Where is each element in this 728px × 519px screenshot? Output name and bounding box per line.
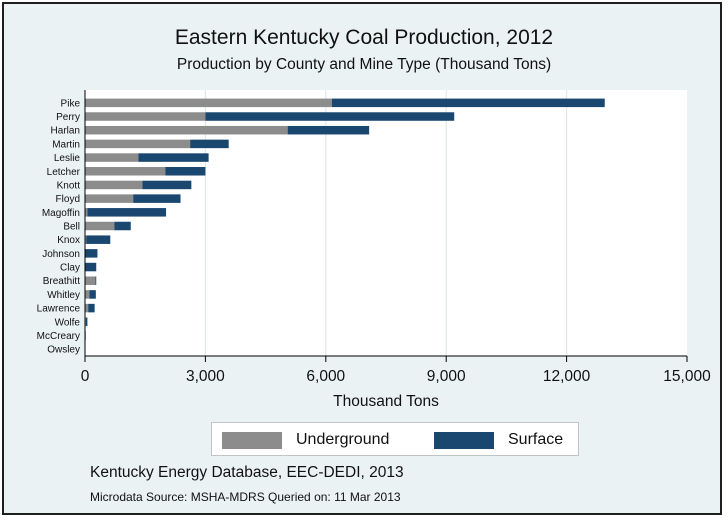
bar-bell-underground [85, 221, 115, 231]
x-tick-label: 6,000 [306, 368, 345, 385]
legend-item-surface: Surface [434, 423, 563, 457]
note-text: Microdata Source: MSHA-MDRS Queried on: … [90, 490, 401, 504]
x-tick-label: 15,000 [663, 368, 711, 385]
bar-leslie-underground [85, 153, 139, 162]
legend-item-underground: Underground [222, 423, 389, 457]
y-tick-label: Johnson [42, 249, 80, 260]
bar-knox-surface [86, 235, 111, 244]
y-tick-label: Magoffin [42, 208, 80, 219]
x-tick-label: 3,000 [186, 368, 225, 385]
y-tick-label: Wolfe [55, 317, 81, 328]
source-text: Kentucky Energy Database, EEC-DEDI, 2013 [90, 464, 404, 481]
x-axis-title: Thousand Tons [333, 393, 439, 410]
bar-martin-underground [85, 139, 191, 149]
x-tick-label: 12,000 [543, 368, 591, 385]
x-tick-label: 0 [81, 368, 90, 385]
chart-subtitle: Production by County and Mine Type (Thou… [176, 56, 552, 73]
chart-frame: Eastern Kentucky Coal Production, 2012 P… [2, 2, 722, 515]
bar-wolfe-surface [85, 317, 88, 327]
bar-floyd-surface [133, 194, 181, 203]
bar-knott-surface [142, 180, 192, 190]
bar-whitley-underground [85, 290, 90, 299]
y-tick-label: Knox [57, 235, 80, 246]
x-tick-label: 9,000 [427, 368, 466, 385]
y-tick-label: Floyd [56, 194, 80, 205]
legend-label-surface: Surface [508, 431, 564, 448]
bar-knott-underground [85, 180, 143, 190]
legend-label-underground: Underground [296, 431, 390, 448]
chart-title: Eastern Kentucky Coal Production, 2012 [174, 26, 554, 49]
y-tick-label: Knott [57, 180, 81, 191]
bar-whitley-surface [89, 290, 96, 299]
y-tick-label: Harlan [51, 126, 80, 137]
bar-bell-surface [114, 221, 131, 231]
y-tick-label: Leslie [54, 153, 81, 164]
bar-johnson-surface [85, 249, 98, 258]
bar-leslie-surface [138, 153, 209, 162]
bar-lawrence-underground [85, 303, 89, 313]
bar-breathitt-underground [85, 276, 96, 285]
bar-perry-underground [85, 112, 206, 121]
legend-swatch-underground [222, 431, 282, 449]
y-tick-label: Owsley [47, 345, 80, 356]
bar-chart: Pike Perry Harlan Martin Leslie Letcher Knott F… [37, 90, 711, 410]
bar-breathitt-surface [95, 276, 97, 285]
bar-harlan-underground [85, 125, 288, 135]
bar-magoffin-underground [85, 208, 88, 217]
y-tick-label: Pike [61, 98, 81, 109]
legend: Underground Surface [211, 422, 579, 456]
bar-magoffin-surface [87, 208, 167, 217]
bar-martin-surface [190, 139, 229, 149]
bar-letcher-surface [165, 167, 206, 176]
bar-pike-underground [85, 98, 332, 108]
bar-lawrence-surface [88, 303, 95, 313]
bar-floyd-underground [85, 194, 134, 203]
y-tick-label: Breathitt [43, 276, 80, 287]
bar-letcher-underground [85, 167, 166, 176]
bar-perry-surface [205, 112, 455, 121]
bar-clay-surface [85, 262, 97, 272]
y-tick-label: Perry [56, 112, 80, 123]
y-tick-label: Martin [52, 139, 80, 150]
y-tick-label: Lawrence [37, 304, 81, 315]
y-tick-label: Letcher [47, 167, 81, 178]
y-tick-label: Bell [63, 222, 80, 233]
legend-swatch-surface [434, 431, 494, 449]
y-tick-label: Whitley [47, 290, 80, 301]
bar-pike-surface [331, 98, 605, 108]
bar-harlan-surface [287, 125, 370, 135]
bar-knox-underground [85, 235, 87, 244]
y-tick-label: McCreary [37, 331, 80, 342]
y-tick-label: Clay [60, 263, 80, 274]
